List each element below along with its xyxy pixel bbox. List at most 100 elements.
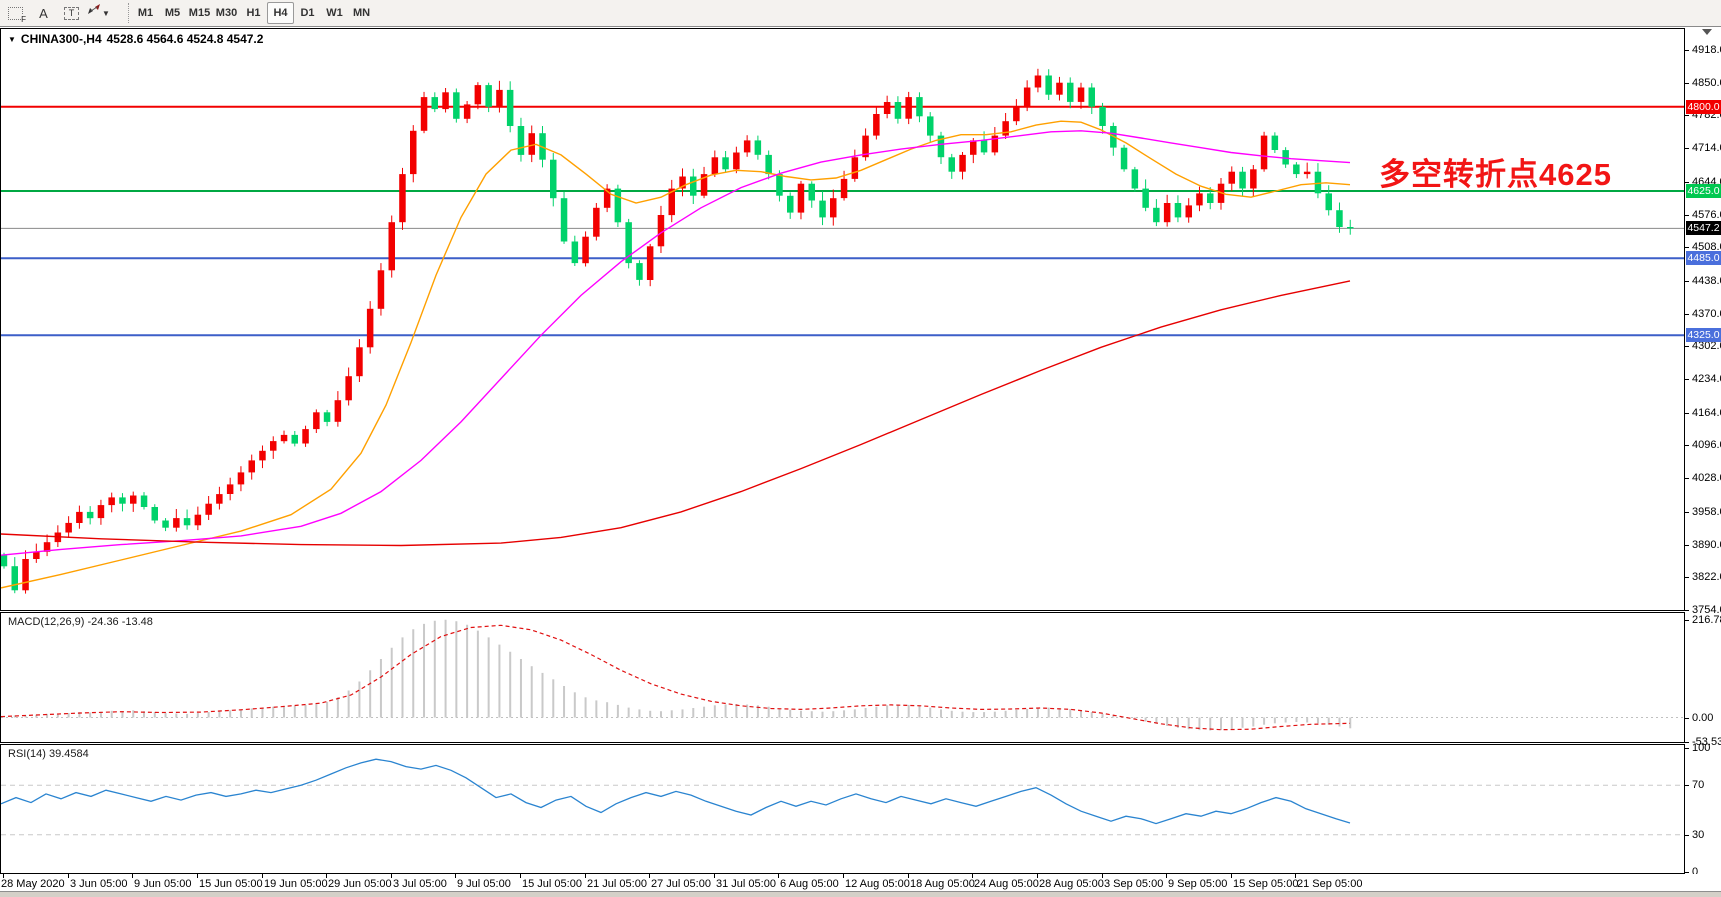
time-tick-dash xyxy=(1295,874,1296,878)
time-tick-dash xyxy=(326,874,327,878)
f-subscript-label: F xyxy=(21,14,26,24)
main-chart-panel[interactable]: ▼ CHINA300-,H4 4528.6 4564.6 4524.8 4547… xyxy=(0,28,1685,611)
price-tick-dash xyxy=(1685,281,1689,282)
time-tick-dash xyxy=(908,874,909,878)
time-tick-label: 15 Sep 05:00 xyxy=(1233,878,1299,890)
price-tick-label: 4850.0 xyxy=(1692,77,1721,89)
label-tool-button[interactable]: A xyxy=(30,2,57,24)
time-tick-dash xyxy=(714,874,715,878)
time-tick-label: 18 Aug 05:00 xyxy=(910,878,975,890)
time-tick-label: 27 Jul 05:00 xyxy=(651,878,711,890)
price-tick-dash xyxy=(1685,83,1689,84)
price-level-tag: 4625.0 xyxy=(1686,184,1721,198)
time-tick-label: 3 Sep 05:00 xyxy=(1104,878,1164,890)
price-tick-dash xyxy=(1685,512,1689,513)
price-tick-label: 4438.0 xyxy=(1692,275,1721,287)
price-tick-dash xyxy=(1685,413,1689,414)
price-tick-dash xyxy=(1685,215,1689,216)
rsi-tick-dash xyxy=(1685,835,1689,836)
price-tick-label: 4234.0 xyxy=(1692,373,1721,385)
timeframe-button-M1[interactable]: M1 xyxy=(137,7,154,19)
timeframe-button-MN[interactable]: MN xyxy=(352,7,371,19)
macd-tick-dash xyxy=(1685,742,1689,743)
time-tick-label: 28 Aug 05:00 xyxy=(1039,878,1104,890)
rsi-tick-label: 70 xyxy=(1692,779,1705,791)
time-tick-label: 9 Jun 05:00 xyxy=(134,878,192,890)
dropdown-caret-icon: ▼ xyxy=(102,8,110,18)
rsi-tick-label: 100 xyxy=(1692,742,1711,754)
time-tick-dash xyxy=(843,874,844,878)
rsi-panel[interactable]: RSI(14) 39.4584 xyxy=(0,744,1685,874)
time-tick-dash xyxy=(520,874,521,878)
time-tick-label: 6 Aug 05:00 xyxy=(780,878,839,890)
arrows-tool-button[interactable]: ▼ xyxy=(86,2,124,24)
symbol-dropdown-icon[interactable]: ▼ xyxy=(8,34,16,44)
macd-tick-label: 0.00 xyxy=(1692,712,1714,724)
time-tick-label: 21 Sep 05:00 xyxy=(1297,878,1363,890)
price-tick-dash xyxy=(1685,314,1689,315)
time-tick-label: 21 Jul 05:00 xyxy=(587,878,647,890)
main-chart-canvas[interactable] xyxy=(1,29,1684,610)
price-tick-dash xyxy=(1685,478,1689,479)
arrows-icon xyxy=(88,4,100,14)
price-level-tag: 4485.0 xyxy=(1686,251,1721,265)
macd-tick-dash xyxy=(1685,620,1689,621)
time-tick-label: 3 Jul 05:00 xyxy=(393,878,447,890)
window-bottom-strip xyxy=(0,891,1721,897)
rsi-tick-dash xyxy=(1685,872,1689,873)
time-tick-dash xyxy=(1102,874,1103,878)
macd-canvas[interactable] xyxy=(1,613,1684,742)
price-tick-label: 3754.0 xyxy=(1692,604,1721,616)
price-tick-label: 4096.0 xyxy=(1692,439,1721,451)
price-tick-label: 4302.0 xyxy=(1692,340,1721,352)
timeframe-button-H4[interactable]: H4 xyxy=(267,2,294,24)
time-tick-dash xyxy=(1166,874,1167,878)
price-tick-label: 4918.0 xyxy=(1692,44,1721,56)
price-tick-label: 3958.0 xyxy=(1692,506,1721,518)
toolbar: F A T ▼ M1 M5 M15 M30 H1 H4 D1 W1 MN xyxy=(0,0,1721,27)
time-axis[interactable]: 28 May 2020 3 Jun 05:00 9 Jun 05:00 15 Jun … xyxy=(0,874,1721,891)
time-tick-dash xyxy=(391,874,392,878)
time-tick-label: 3 Jun 05:00 xyxy=(70,878,128,890)
price-level-tag: 4800.0 xyxy=(1686,100,1721,114)
price-tick-label: 4028.0 xyxy=(1692,472,1721,484)
price-tick-dash xyxy=(1685,577,1689,578)
rsi-canvas[interactable] xyxy=(1,745,1684,873)
price-tick-label: 4508.0 xyxy=(1692,241,1721,253)
price-tick-dash xyxy=(1685,182,1689,183)
rsi-tick-dash xyxy=(1685,748,1689,749)
timeframe-button-M30[interactable]: M30 xyxy=(215,7,238,19)
price-tick-dash xyxy=(1685,610,1689,611)
timeframe-button-M15[interactable]: M15 xyxy=(188,7,211,19)
chart-title: ▼ CHINA300-,H4 4528.6 4564.6 4524.8 4547… xyxy=(8,32,263,46)
timeframe-button-D1[interactable]: D1 xyxy=(300,7,315,19)
price-axis[interactable]: 4918.04850.04782.04714.04644.04576.04508… xyxy=(1685,28,1721,878)
chart-shift-marker[interactable] xyxy=(1702,29,1712,35)
rsi-tick-label: 30 xyxy=(1692,829,1705,841)
timeframe-button-H1[interactable]: H1 xyxy=(246,7,261,19)
time-tick-label: 15 Jun 05:00 xyxy=(199,878,263,890)
object-tool-button[interactable]: F xyxy=(2,2,29,24)
rsi-tick-label: 0 xyxy=(1692,866,1699,878)
price-tick-label: 4370.0 xyxy=(1692,308,1721,320)
price-tick-label: 3890.0 xyxy=(1692,539,1721,551)
time-tick-dash xyxy=(1037,874,1038,878)
time-tick-label: 9 Sep 05:00 xyxy=(1168,878,1228,890)
time-tick-label: 12 Aug 05:00 xyxy=(845,878,910,890)
macd-panel[interactable]: MACD(12,26,9) -24.36 -13.48 xyxy=(0,612,1685,743)
price-level-tag: 4325.0 xyxy=(1686,328,1721,342)
text-tool-button[interactable]: T xyxy=(58,2,85,24)
timeframe-button-W1[interactable]: W1 xyxy=(326,7,343,19)
time-tick-label: 9 Jul 05:00 xyxy=(457,878,511,890)
label-a-icon: A xyxy=(39,5,48,21)
time-tick-dash xyxy=(585,874,586,878)
price-tick-dash xyxy=(1685,247,1689,248)
price-annotation[interactable]: 多空转折点4625 xyxy=(1379,157,1612,192)
time-tick-label: 19 Jun 05:00 xyxy=(264,878,328,890)
timeframe-button-M5[interactable]: M5 xyxy=(164,7,181,19)
symbol-period-label: CHINA300-,H4 xyxy=(20,32,102,46)
price-tick-dash xyxy=(1685,148,1689,149)
price-tick-dash xyxy=(1685,545,1689,546)
price-tick-dash xyxy=(1685,379,1689,380)
ohlc-values: 4528.6 4564.6 4524.8 4547.2 xyxy=(106,32,264,46)
